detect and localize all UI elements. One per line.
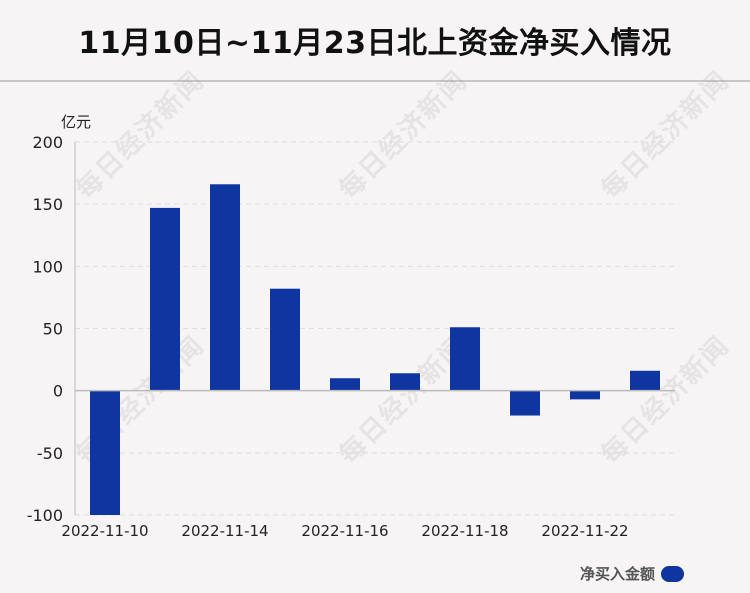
title-divider [0, 80, 750, 82]
y-tick-label: 0 [53, 382, 63, 401]
y-tick-label: -50 [37, 444, 63, 463]
bar [90, 390, 120, 515]
y-tick-label: -100 [27, 506, 63, 525]
legend-label: 净买入金额 [579, 565, 655, 583]
chart-title: 11月10日~11月23日北上资金净买入情况 [78, 26, 672, 61]
bar [450, 327, 480, 391]
bar [330, 378, 360, 391]
x-tick-label: 2022-11-16 [301, 522, 388, 540]
x-tick-label: 2022-11-14 [181, 522, 268, 540]
bar [270, 288, 300, 391]
y-axis-unit: 亿元 [61, 113, 92, 131]
bar [210, 184, 240, 391]
bar [390, 373, 420, 391]
x-tick-label: 2022-11-22 [541, 522, 628, 540]
y-tick-label: 100 [32, 257, 63, 276]
x-tick-label: 2022-11-10 [61, 522, 148, 540]
bar [510, 390, 540, 416]
legend: 净买入金额 [580, 563, 684, 584]
bar [570, 390, 600, 400]
legend-swatch [661, 565, 684, 582]
y-tick-label: 200 [32, 133, 63, 152]
y-tick-label: 50 [43, 320, 63, 339]
bar [150, 207, 180, 391]
x-tick-label: 2022-11-18 [421, 522, 508, 540]
y-tick-label: 150 [32, 195, 63, 214]
bar [630, 370, 660, 391]
